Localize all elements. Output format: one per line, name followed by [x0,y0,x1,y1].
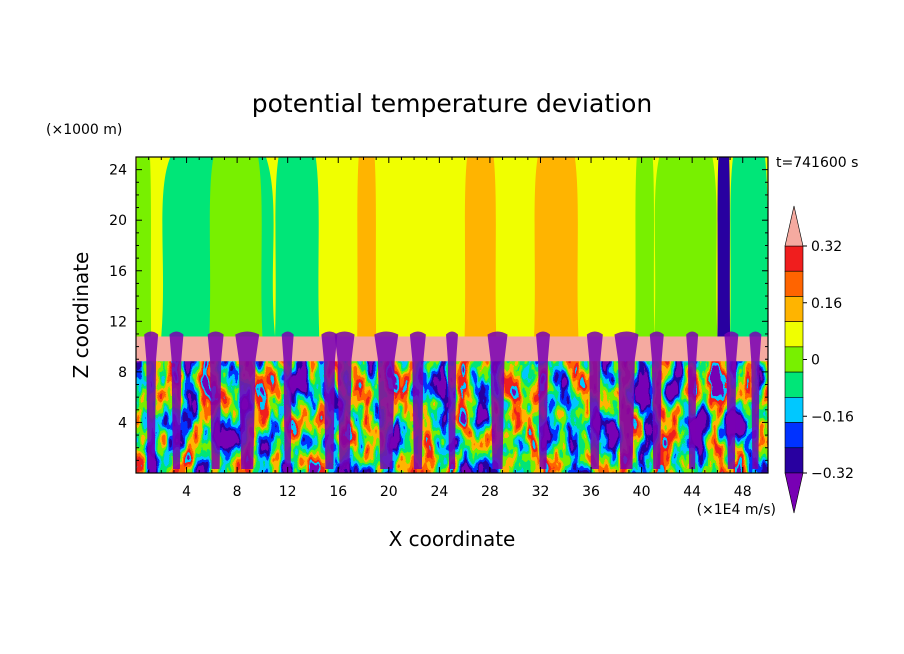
y-tick-label: 16 [109,264,127,280]
plume [321,331,338,469]
upper-column [407,157,465,337]
colorbar: 0.32 0.16 0 −0.16 −0.32 [784,205,854,514]
upper-column [209,157,263,337]
colorbar-box [784,447,804,474]
y-tick-label: 8 [118,365,127,381]
plume [207,331,224,469]
upper-layer [136,157,768,337]
colorbar-tick-label: 0 [811,353,820,369]
colorbar-box [784,321,804,348]
chart-title: potential temperature deviation [252,89,652,118]
plume [409,331,426,469]
y-axis-title: Z coordinate [69,252,93,379]
plume [334,331,355,469]
plume [649,331,664,469]
y-tick-label: 12 [109,314,127,330]
plume [586,331,603,469]
y-axis: 4 8 12 16 20 24 [109,163,768,461]
colorbar-top-arrow [784,205,804,247]
colorbar-tick-label: −0.16 [811,409,854,425]
tropopause-layer [136,331,768,469]
upper-column [578,157,636,337]
x-tick-label: 40 [633,484,651,500]
plume [749,331,762,469]
x-tick-label: 4 [182,484,191,500]
x-tick-label: 8 [233,484,242,500]
plume [281,331,294,469]
plume [374,331,399,469]
x-unit-label: (×1E4 m/s) [697,502,776,518]
colorbar-tick-label: 0.16 [811,296,842,312]
colorbar-bottom-arrow [784,472,804,514]
upper-column [635,157,655,337]
plume [536,331,551,469]
upper-column [496,157,535,337]
time-label: t=741600 s [776,155,858,171]
x-tick-label: 16 [329,484,347,500]
y-unit-label: (×1000 m) [46,122,122,138]
upper-column [464,157,497,337]
y-tick-label: 20 [109,213,127,229]
y-tick-label: 24 [109,163,127,179]
upper-column [654,157,718,337]
x-tick-label: 12 [279,484,297,500]
x-tick-label: 32 [532,484,550,500]
colorbar-tick-label: 0.32 [811,239,842,255]
upper-column [275,157,320,337]
plume [487,331,508,469]
x-axis-title: X coordinate [389,527,516,551]
x-tick-label: 24 [430,484,448,500]
colorbar-box [784,245,804,272]
plume [446,331,458,469]
x-tick-label: 28 [481,484,499,500]
colorbar-box [784,422,804,449]
upper-column [534,157,579,337]
plume [686,331,699,469]
upper-column [357,157,377,337]
colorbar-box [784,397,804,423]
colorbar-tick-label: −0.32 [811,466,854,482]
x-tick-label: 48 [734,484,752,500]
upper-column [319,157,358,337]
colorbar-box [784,346,804,373]
plume [235,331,260,469]
upper-column [136,157,152,337]
x-tick-label: 20 [380,484,398,500]
plume [724,331,739,469]
upper-column [730,157,768,337]
x-tick-label: 44 [683,484,701,500]
upper-column [376,157,408,337]
colorbar-box [784,371,804,398]
colorbar-box [784,270,804,297]
plot-area [136,157,768,473]
upper-column [717,157,731,337]
upper-column [151,157,162,337]
plume [614,331,639,469]
colorbar-box [784,296,804,322]
x-axis: 4 8 12 16 20 24 28 32 36 40 44 48 [148,157,756,500]
plume [169,331,184,469]
x-tick-label: 36 [582,484,600,500]
y-tick-label: 4 [118,415,127,431]
plume [144,331,159,469]
